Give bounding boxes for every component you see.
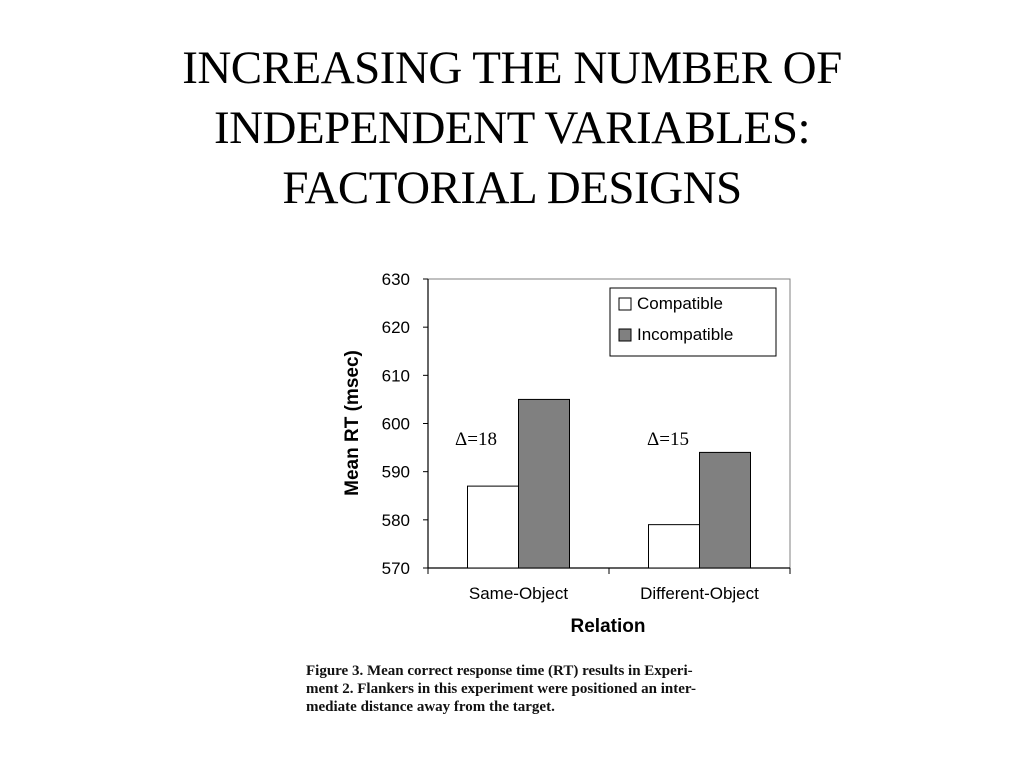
caption-line-1: Figure 3. Mean correct response time (RT… — [306, 663, 693, 679]
legend-swatch — [618, 328, 632, 342]
bar-incompatible-different-object — [699, 451, 751, 569]
y-tick-label: 600 — [382, 415, 410, 434]
x-axis-label: Relation — [571, 616, 646, 637]
bar-incompatible-same-object — [518, 398, 570, 569]
title-line-3: FACTORIAL DESIGNS — [282, 162, 742, 214]
y-tick-label: 570 — [382, 559, 410, 578]
legend-box — [609, 287, 777, 357]
y-tick-label: 610 — [382, 366, 410, 385]
delta-annotation-different-object: Δ=15 — [647, 429, 689, 450]
y-tick-label: 630 — [382, 270, 410, 289]
slide-title: INCREASING THE NUMBER OF INDEPENDENT VAR… — [62, 38, 962, 218]
delta-annotation-same-object: Δ=18 — [455, 429, 497, 450]
x-tick-label: Different-Object — [640, 584, 759, 603]
bar-compatible-different-object — [648, 524, 700, 569]
caption-line-3: mediate distance away from the target. — [306, 699, 555, 715]
bar-compatible-same-object — [467, 485, 519, 569]
x-tick-label: Same-Object — [469, 584, 568, 603]
chart-ticks: 570 580 590 600 610 620 630 Same-Object Differen… — [382, 270, 791, 603]
legend-label: Compatible — [637, 294, 723, 313]
y-tick-label: 590 — [382, 463, 410, 482]
title-line-2: INDEPENDENT VARIABLES: — [213, 102, 811, 154]
title-line-1: INCREASING THE NUMBER OF — [182, 42, 842, 94]
legend-swatch — [618, 297, 632, 311]
chart-legend: Compatible Incompatible — [609, 287, 777, 357]
figure-caption: Figure 3. Mean correct response time (RT… — [306, 662, 866, 716]
y-tick-label: 580 — [382, 511, 410, 530]
chart-bars — [467, 398, 751, 569]
legend-label: Incompatible — [637, 325, 733, 344]
caption-line-2: ment 2. Flankers in this experiment were… — [306, 681, 696, 697]
y-axis-label: Mean RT (msec) — [342, 350, 363, 496]
y-tick-label: 620 — [382, 318, 410, 337]
